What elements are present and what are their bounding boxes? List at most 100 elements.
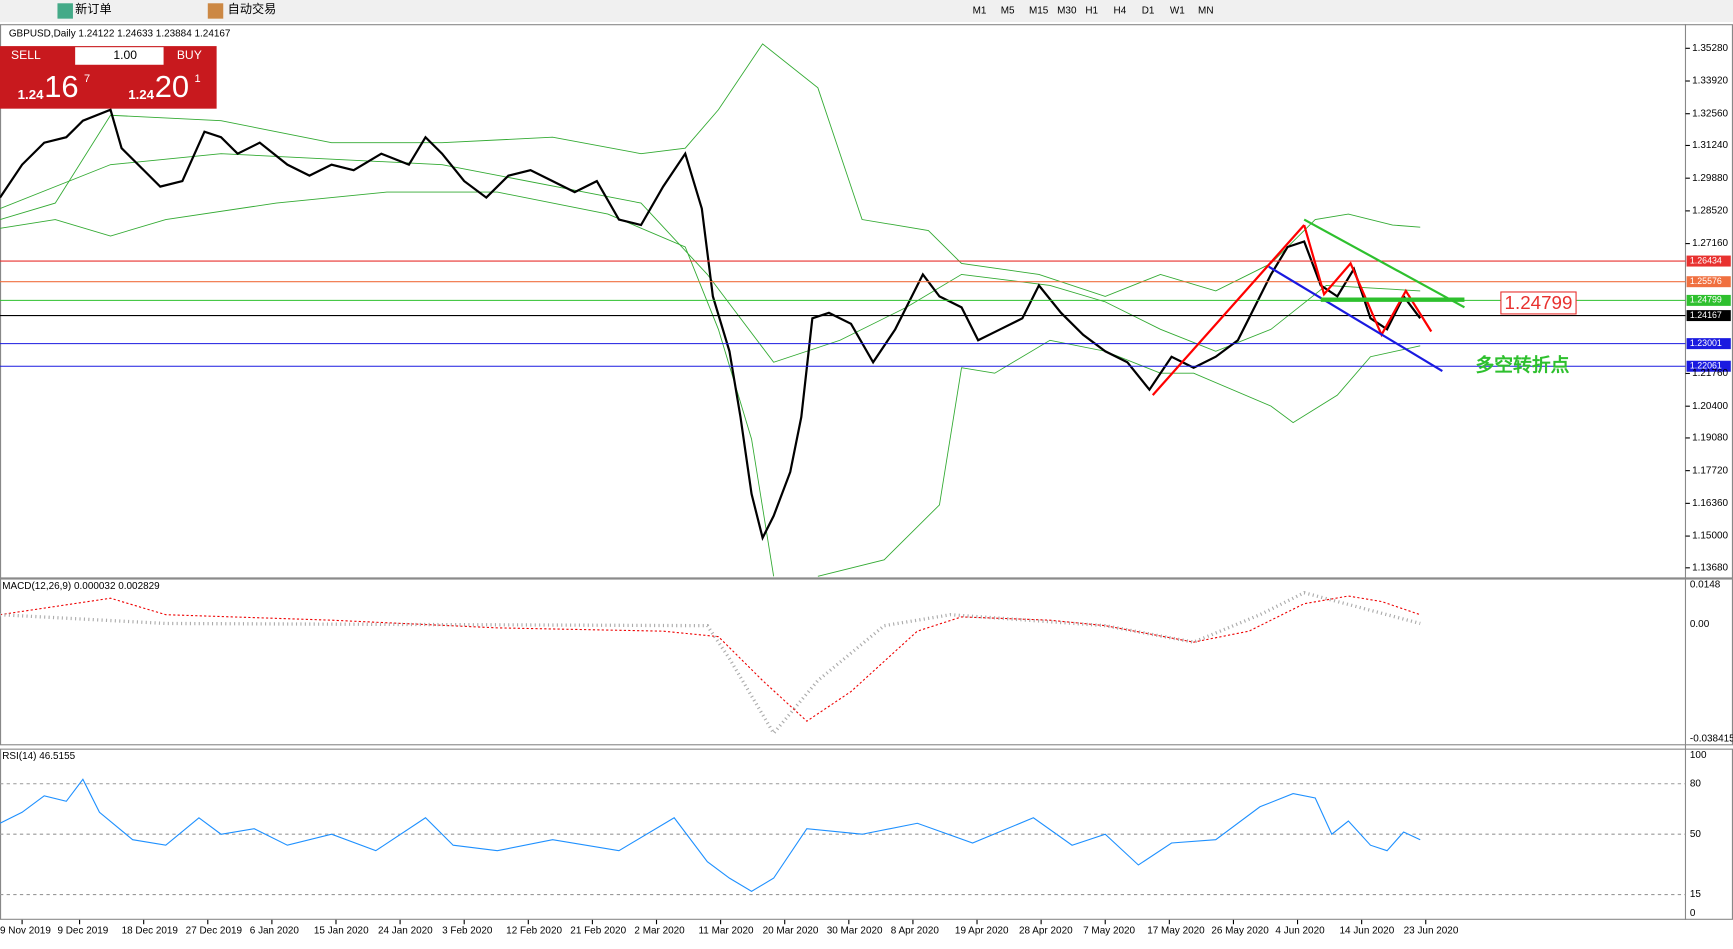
price-level-label: 1.23001 (1690, 338, 1722, 348)
price-level-box (1686, 310, 1731, 322)
price-label: 1.20400 (1692, 401, 1728, 412)
rsi-header: RSI(14) 46.5155 (2, 751, 75, 762)
main-panel (0, 24, 1733, 579)
rsi-axis-label: 0 (1690, 908, 1696, 919)
timeframe[interactable]: W1 (1170, 6, 1185, 17)
date-label: 3 Feb 2020 (442, 925, 493, 936)
timeframe[interactable]: M1 (973, 6, 987, 17)
date-label: 4 Jun 2020 (1275, 925, 1325, 936)
annotation-note: 多空转折点 (1475, 355, 1569, 376)
timeframe[interactable]: MN (1198, 6, 1213, 17)
price-label: 1.13680 (1692, 562, 1728, 573)
price-level-box (1686, 276, 1731, 288)
date-label: 9 Dec 2019 (57, 925, 108, 936)
price-level-box (1686, 255, 1731, 267)
price-level-box (1686, 294, 1731, 306)
bollinger-lower (817, 339, 1421, 577)
green-arrow (1303, 218, 1465, 309)
price-level-label: 1.26434 (1690, 255, 1722, 265)
date-label: 17 May 2020 (1147, 925, 1205, 936)
date-label: 26 May 2020 (1211, 925, 1269, 936)
price-label: 1.21760 (1692, 368, 1728, 379)
price-label: 1.17720 (1692, 465, 1728, 476)
price-label: 1.33920 (1692, 76, 1728, 87)
date-label: 11 Mar 2020 (699, 925, 755, 936)
auto-trading[interactable]: 自动交易 (228, 1, 277, 16)
red-arrow (1151, 224, 1305, 396)
timeframe[interactable]: H4 (1114, 6, 1127, 17)
new-order[interactable]: 新订单 (75, 1, 111, 16)
timeframe[interactable]: M30 (1057, 6, 1077, 17)
buy-pips: 20 (155, 69, 189, 104)
date-label: 24 Jan 2020 (378, 925, 433, 936)
icon[interactable] (57, 3, 73, 19)
rsi-axis-label: 50 (1690, 829, 1702, 840)
date-label: 20 Mar 2020 (763, 925, 819, 936)
macd-axis-label: 0.0148 (1690, 580, 1721, 591)
rsi-axis-label: 100 (1690, 750, 1707, 761)
lots-box[interactable] (75, 47, 164, 65)
price-label: 1.29880 (1692, 173, 1728, 184)
chart-header: GBPUSD,Daily 1.24122 1.24633 1.23884 1.2… (9, 29, 231, 40)
bollinger-upper (0, 43, 1421, 297)
price-level-box (1686, 338, 1731, 350)
lots[interactable]: 1.00 (113, 48, 137, 62)
date-label: 15 Jan 2020 (314, 925, 369, 936)
bollinger-mid (0, 153, 1421, 363)
date-label: 8 Apr 2020 (891, 925, 940, 936)
date-label: 2 Mar 2020 (634, 925, 685, 936)
sell-pips: 16 (44, 69, 78, 104)
price-label: 1.27160 (1692, 238, 1728, 249)
macd-signal (0, 595, 1421, 722)
date-label: 9 Nov 2019 (0, 925, 51, 936)
blue-arrow (1268, 265, 1443, 372)
timeframe[interactable]: M5 (1001, 6, 1015, 17)
icon[interactable] (207, 3, 224, 19)
date-label: 19 Apr 2020 (955, 925, 1009, 936)
date-label: 18 Dec 2019 (122, 925, 179, 936)
timeframe[interactable]: H1 (1085, 6, 1098, 17)
date-label: 6 Jan 2020 (250, 925, 300, 936)
bollinger-lower (0, 191, 775, 577)
date-label: 27 Dec 2019 (186, 925, 243, 936)
macd-histogram (0, 590, 1421, 737)
macd-panel (0, 578, 1733, 746)
price-line (0, 108, 1422, 542)
sell-button[interactable]: SELL (11, 48, 41, 62)
sell-frac: 7 (84, 73, 90, 85)
date-label: 23 Jun 2020 (1404, 925, 1459, 936)
price-label: 1.15000 (1692, 531, 1728, 542)
date-label: 21 Feb 2020 (570, 925, 626, 936)
macd-header: MACD(12,26,9) 0.000032 0.002829 (2, 581, 160, 592)
date-label: 12 Feb 2020 (506, 925, 562, 936)
price-level-label: 1.25576 (1690, 276, 1722, 286)
price-label: 1.19080 (1692, 433, 1728, 444)
price-label: 1.31240 (1692, 140, 1728, 151)
date-label: 7 May 2020 (1083, 925, 1135, 936)
date-label: 14 Jun 2020 (1340, 925, 1395, 936)
price-label: 1.32560 (1692, 108, 1728, 119)
toolbar (0, 0, 1733, 22)
price-level-label: 1.24167 (1690, 310, 1722, 320)
macd-axis-label: -0.038415 (1690, 733, 1733, 744)
timeframe[interactable]: M15 (1029, 6, 1049, 17)
annotation-box (1500, 291, 1577, 315)
price-level-label: 1.24799 (1690, 295, 1722, 305)
price-level-box (1686, 360, 1731, 372)
date-label: 28 Apr 2020 (1019, 925, 1073, 936)
macd-axis-label: 0.00 (1690, 619, 1710, 630)
buy-button[interactable]: BUY (177, 48, 202, 62)
rsi-axis-label: 15 (1690, 889, 1702, 900)
buy-frac: 1 (195, 73, 201, 85)
price-level-label: 1.22061 (1690, 361, 1722, 371)
buy-big: 1.24 (128, 87, 154, 102)
date-label: 30 Mar 2020 (827, 925, 883, 936)
annotation-level: 1.24799 (1505, 292, 1573, 313)
price-label: 1.16360 (1692, 498, 1728, 509)
rsi-line (0, 778, 1421, 892)
timeframe[interactable]: D1 (1142, 6, 1155, 17)
price-label: 1.35280 (1692, 43, 1728, 54)
rsi-axis-label: 80 (1690, 778, 1702, 789)
